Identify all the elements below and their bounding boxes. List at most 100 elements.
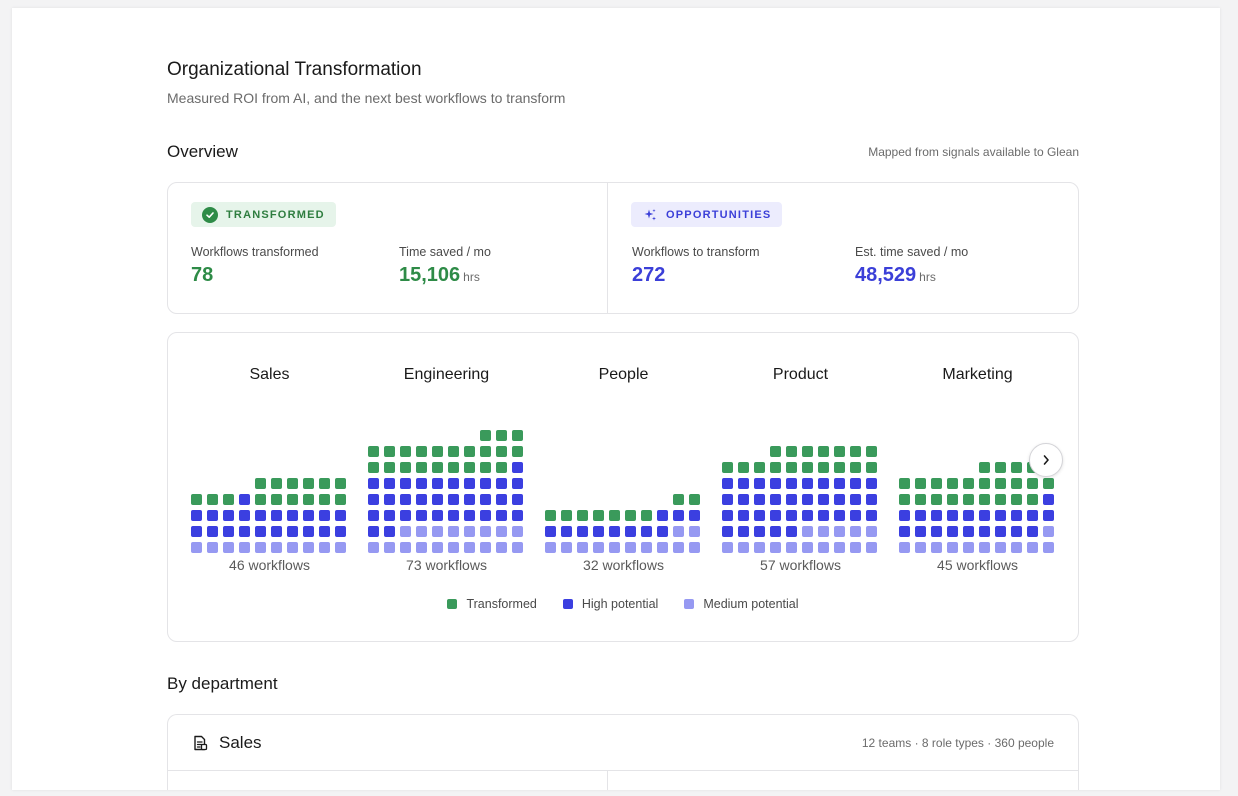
workflow-cell-high	[384, 494, 395, 505]
department-workflow-count: 45 workflows	[937, 557, 1018, 573]
workflow-cell-medium	[754, 542, 765, 553]
workflow-cell-high	[271, 526, 282, 537]
workflow-cell-high	[754, 510, 765, 521]
workflow-cell-transformed	[335, 494, 346, 505]
transformed-badge-label: TRANSFORMED	[226, 208, 325, 221]
department-card-sales[interactable]: Sales 12 teams · 8 role types · 360 peop…	[167, 714, 1079, 790]
workflow-cell-high	[416, 478, 427, 489]
waffle-grid	[899, 333, 1056, 553]
workflow-cell-high	[384, 478, 395, 489]
workflow-cell-transformed	[641, 510, 652, 521]
workflow-cell-high	[512, 494, 523, 505]
workflow-cell-medium	[899, 542, 910, 553]
workflow-cell-transformed	[995, 478, 1006, 489]
sparkle-icon	[642, 207, 658, 223]
workflow-cell-medium	[818, 542, 829, 553]
workflow-cell-transformed	[512, 430, 523, 441]
workflow-cell-transformed	[287, 478, 298, 489]
waffle-grid	[368, 333, 525, 553]
workflow-cell-medium	[641, 542, 652, 553]
workflow-cell-high	[915, 526, 926, 537]
workflow-cell-high	[207, 526, 218, 537]
workflow-cell-medium	[673, 526, 684, 537]
opportunities-badge-label: OPPORTUNITIES	[666, 208, 772, 221]
workflow-cell-transformed	[738, 462, 749, 473]
workflow-cell-transformed	[384, 446, 395, 457]
workflow-cell-transformed	[496, 430, 507, 441]
workflow-cell-transformed	[609, 510, 620, 521]
workflow-cell-high	[963, 526, 974, 537]
workflow-cell-high	[641, 526, 652, 537]
workflow-cell-medium	[1043, 542, 1054, 553]
workflow-cell-transformed	[464, 462, 475, 473]
workflow-cell-high	[561, 526, 572, 537]
workflow-cell-high	[834, 478, 845, 489]
workflow-cell-high	[239, 494, 250, 505]
workflow-cell-transformed	[368, 462, 379, 473]
workflow-cell-medium	[625, 542, 636, 553]
workflow-cell-transformed	[432, 462, 443, 473]
workflow-cell-transformed	[1011, 462, 1022, 473]
page: Organizational Transformation Measured R…	[12, 8, 1220, 790]
workflow-cell-medium	[802, 526, 813, 537]
workflow-cell-high	[770, 526, 781, 537]
workflow-cell-transformed	[416, 446, 427, 457]
workflow-cell-high	[657, 526, 668, 537]
department-card-header[interactable]: Sales 12 teams · 8 role types · 360 peop…	[168, 715, 1078, 771]
department-name: Marketing	[942, 366, 1013, 383]
workflow-cell-transformed	[577, 510, 588, 521]
workflow-cell-high	[1011, 510, 1022, 521]
workflow-cell-high	[947, 526, 958, 537]
workflow-cell-transformed	[271, 494, 282, 505]
workflow-cell-high	[979, 526, 990, 537]
workflow-cell-high	[1027, 526, 1038, 537]
department-workflow-count: 46 workflows	[229, 557, 310, 573]
workflow-cell-high	[432, 510, 443, 521]
by-department-heading: By department	[167, 674, 278, 693]
workflow-cell-transformed	[496, 462, 507, 473]
workflow-cell-high	[464, 478, 475, 489]
workflow-cell-transformed	[947, 478, 958, 489]
workflow-cell-high	[915, 510, 926, 521]
workflow-cell-medium	[271, 542, 282, 553]
opportunities-badge: OPPORTUNITIES	[631, 202, 783, 227]
workflow-cell-transformed	[915, 478, 926, 489]
workflow-cell-transformed	[432, 446, 443, 457]
workflow-cell-medium	[577, 542, 588, 553]
workflow-cell-high	[802, 510, 813, 521]
workflow-cell-high	[1043, 494, 1054, 505]
workflow-cell-high	[319, 510, 330, 521]
workflow-cell-transformed	[931, 494, 942, 505]
est-time-saved-value-row: 48,529 hrs	[855, 264, 968, 287]
legend-transformed-label: Transformed	[466, 597, 537, 611]
workflow-cell-medium	[866, 542, 877, 553]
overview-heading: Overview	[167, 142, 238, 161]
workflow-cell-transformed	[722, 462, 733, 473]
chart-legend: Transformed High potential Medium potent…	[168, 597, 1078, 611]
workflow-cell-medium	[786, 542, 797, 553]
workflow-cell-high	[818, 478, 829, 489]
workflow-cell-high	[384, 510, 395, 521]
workflows-transformed-value: 78	[191, 264, 214, 286]
workflow-cell-high	[384, 526, 395, 537]
workflow-cell-high	[512, 478, 523, 489]
workflow-cell-transformed	[786, 446, 797, 457]
department-card-title: Sales	[219, 733, 262, 752]
next-departments-button[interactable]	[1029, 443, 1063, 477]
workflow-cell-transformed	[464, 446, 475, 457]
legend-medium-label: Medium potential	[703, 597, 799, 611]
workflow-cell-medium	[689, 526, 700, 537]
workflow-cell-transformed	[947, 494, 958, 505]
workflow-cell-medium	[368, 542, 379, 553]
legend-high: High potential	[562, 597, 658, 611]
department-card-divider	[607, 771, 608, 790]
workflow-cell-high	[722, 478, 733, 489]
workflow-cell-transformed	[448, 446, 459, 457]
workflow-cell-medium	[432, 526, 443, 537]
workflow-cell-high	[368, 494, 379, 505]
workflow-cell-high	[303, 526, 314, 537]
overview-card: TRANSFORMED Workflows transformed 78 Tim…	[167, 182, 1079, 314]
workflow-cell-high	[512, 462, 523, 473]
workflow-cell-high	[287, 510, 298, 521]
workflow-cell-high	[770, 494, 781, 505]
